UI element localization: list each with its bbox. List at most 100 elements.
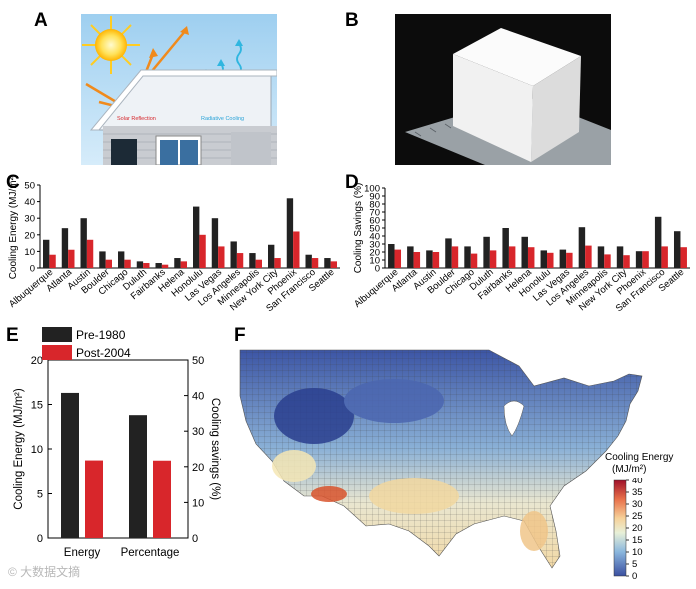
bar-pre-1980 [597, 246, 605, 268]
bar-post-2004 [293, 231, 300, 268]
colorbar-tick-label: 40 [632, 478, 643, 486]
bar-post-2004 [274, 258, 281, 268]
panel-label-b: B [345, 10, 359, 31]
bar-post-2004 [566, 252, 573, 268]
bar-post-2004 [451, 246, 459, 268]
sun-icon [82, 16, 140, 74]
y-tick-label: 30 [24, 214, 35, 225]
bar-pre-1980 [559, 249, 567, 268]
bar-post-2004 [585, 245, 592, 268]
bar-post-2004 [432, 252, 440, 268]
bar-post-2004 [105, 259, 112, 268]
x-tick-label: Percentage [121, 547, 180, 559]
bar-pre-1980 [118, 251, 125, 268]
bar-post-2004 [49, 254, 56, 268]
colorbar-tick-label: 30 [632, 499, 643, 510]
bar-post-2004 [161, 264, 169, 268]
bar-pre-1980 [483, 236, 490, 268]
bar-pre-1980 [540, 250, 548, 268]
bar-post-2004 [255, 259, 262, 268]
y-tick-label: 30 [369, 240, 380, 251]
y-tick-label-right: 10 [192, 497, 204, 509]
y-tick-label-right: 50 [192, 355, 204, 367]
bar-pre-1980 [521, 236, 528, 268]
y-tick-label-left: 20 [31, 355, 43, 367]
bar-pre-1980 [43, 239, 50, 268]
legend-swatch [42, 345, 72, 360]
y-tick-label-right: 40 [192, 391, 204, 403]
colorbar-title: Cooling Energy [605, 452, 674, 463]
x-tick-label: Energy [64, 547, 101, 559]
legend-label: Pre-1980 [76, 328, 126, 342]
bar-post-2004 [180, 261, 187, 268]
colorbar-tick-label: 20 [632, 523, 643, 534]
bar-pre-1980 [324, 258, 331, 268]
y-tick-label: 10 [369, 256, 380, 267]
house-illustration: Solar Reflection Radiative Cooling [81, 14, 277, 165]
y-tick-label: 40 [369, 232, 380, 243]
legend-swatch [42, 327, 72, 342]
panel-label-f: F [234, 325, 246, 346]
y-tick-label: 70 [369, 208, 380, 219]
bar-post-2004 [143, 263, 150, 268]
bar-post-2004 [642, 251, 649, 268]
bar-pre-1980 [99, 251, 106, 268]
y-tick-label: 50 [369, 224, 380, 235]
y-tick-label-left: 10 [31, 444, 43, 456]
bar-post-2004 [124, 259, 131, 268]
y-tick-label-right: 30 [192, 426, 204, 438]
bar-post-2004 [394, 249, 402, 268]
bar-pre-1980 [635, 251, 643, 268]
bar-post-2004 [413, 252, 421, 268]
bar-pre-1980 [80, 218, 87, 268]
bar-pre-1980 [388, 244, 395, 268]
y-tick-label: 90 [369, 192, 380, 203]
colorbar-unit: (MJ/m²) [612, 464, 647, 475]
chart-c: 01020304050AlbuquerqueAtlantaAustinBould… [7, 176, 340, 314]
bar-post-2004 [199, 234, 206, 268]
bar-pre-1980 [673, 231, 681, 268]
bar-post-2004 [547, 252, 554, 268]
y-tick-label-right: 0 [192, 533, 198, 545]
y-axis-label-right: Cooling savings (%) [209, 398, 221, 500]
y-axis-label: Cooling Savings (%) [353, 183, 364, 274]
bar-post-2004 [218, 246, 225, 268]
bar-pre-1980 [129, 415, 147, 538]
bar-pre-1980 [616, 246, 624, 268]
y-tick-label: 0 [30, 264, 35, 275]
bar-post-2004 [330, 261, 337, 268]
watermark: © 大数据文摘 [8, 565, 81, 579]
panel-label-d: D [345, 172, 359, 193]
bar-post-2004 [527, 247, 535, 268]
bar-pre-1980 [155, 263, 162, 268]
bar-post-2004 [623, 255, 630, 268]
chart-e: 0 5 10 15 20 0 10 20 30 40 50 Energy Percentage Cooli… [13, 327, 221, 559]
colorbar-tick-label: 5 [632, 559, 637, 570]
bar-pre-1980 [211, 218, 219, 268]
bar-pre-1980 [407, 246, 414, 268]
y-tick-label: 20 [369, 248, 380, 259]
solar-reflection-label: Solar Reflection [117, 116, 156, 122]
y-tick-label-right: 20 [192, 462, 204, 474]
bar-pre-1980 [193, 206, 200, 268]
bar-post-2004 [236, 253, 244, 268]
legend-label: Post-2004 [76, 346, 131, 360]
bar-pre-1980 [305, 254, 312, 268]
bar-post-2004 [508, 246, 516, 268]
y-tick-label: 40 [24, 197, 35, 208]
bar-post-2004 [153, 460, 171, 538]
bar-pre-1980 [61, 392, 79, 538]
great-lakes [503, 400, 525, 437]
y-tick-label: 50 [24, 181, 35, 192]
colorbar-tick-label: 35 [632, 487, 643, 498]
panel-label-c: C [6, 172, 20, 193]
y-tick-label-left: 5 [37, 489, 43, 501]
panel-label-a: A [34, 10, 48, 31]
chart-d: 0102030405060708090100AlbuquerqueAtlanta… [352, 183, 690, 314]
bar-pre-1980 [230, 241, 237, 268]
bar-post-2004 [85, 460, 103, 538]
material-photo [395, 14, 611, 165]
bar-pre-1980 [61, 228, 69, 268]
bar-post-2004 [489, 250, 497, 268]
